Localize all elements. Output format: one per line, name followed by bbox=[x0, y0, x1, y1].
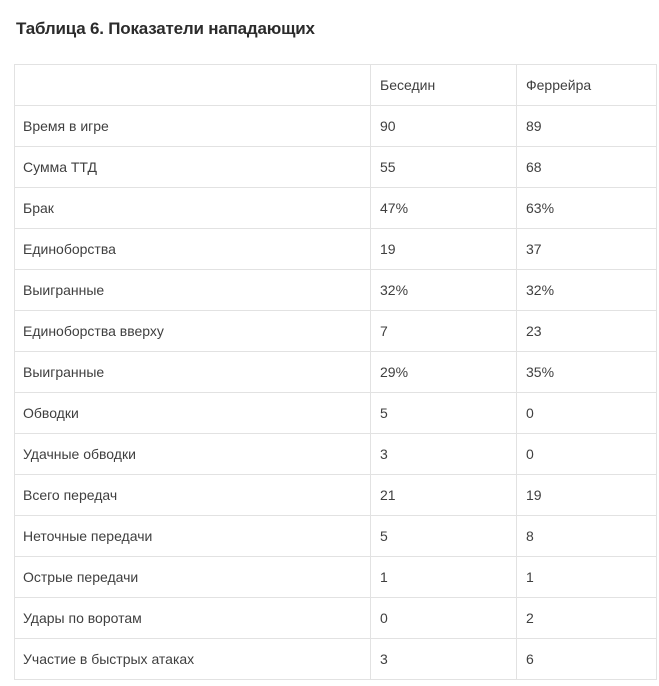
metric-label-cell: Выигранные bbox=[14, 269, 371, 311]
metric-label-cell: Острые передачи bbox=[14, 556, 371, 598]
besedin-value-cell: 3 bbox=[370, 638, 517, 680]
ferreira-value-cell: 63% bbox=[516, 187, 657, 229]
ferreira-value-cell: 23 bbox=[516, 310, 657, 352]
table-row: Выигранные 32% 32% bbox=[14, 269, 657, 311]
besedin-value-cell: 5 bbox=[370, 515, 517, 557]
table-row: Удары по воротам 0 2 bbox=[14, 597, 657, 639]
table-row: Всего передач 21 19 bbox=[14, 474, 657, 516]
ferreira-value-cell: 0 bbox=[516, 392, 657, 434]
metric-label-cell: Единоборства вверху bbox=[14, 310, 371, 352]
table-row: Участие в быстрых атаках 3 6 bbox=[14, 638, 657, 680]
table-row: Выигранные 29% 35% bbox=[14, 351, 657, 393]
metric-label-cell: Единоборства bbox=[14, 228, 371, 270]
metric-label-cell: Обводки bbox=[14, 392, 371, 434]
besedin-value-cell: 32% bbox=[370, 269, 517, 311]
besedin-value-cell: 3 bbox=[370, 433, 517, 475]
metric-label-cell: Выигранные bbox=[14, 351, 371, 393]
besedin-value-cell: 21 bbox=[370, 474, 517, 516]
table-row: Острые передачи 1 1 bbox=[14, 556, 657, 598]
metric-label-cell: Неточные передачи bbox=[14, 515, 371, 557]
metric-label-cell: Брак bbox=[14, 187, 371, 229]
ferreira-value-cell: 68 bbox=[516, 146, 657, 188]
besedin-value-cell: 1 bbox=[370, 556, 517, 598]
ferreira-value-cell: 8 bbox=[516, 515, 657, 557]
table-row: Удачные обводки 3 0 bbox=[14, 433, 657, 475]
ferreira-value-cell: 35% bbox=[516, 351, 657, 393]
besedin-value-cell: 90 bbox=[370, 105, 517, 147]
ferreira-value-cell: 6 bbox=[516, 638, 657, 680]
table-caption: Таблица 6. Показатели нападающих bbox=[16, 19, 315, 38]
metric-label-cell: Сумма ТТД bbox=[14, 146, 371, 188]
ferreira-value-cell: 0 bbox=[516, 433, 657, 475]
ferreira-value-cell: 37 bbox=[516, 228, 657, 270]
table-row: Время в игре 90 89 bbox=[14, 105, 657, 147]
forwards-stats-table: Беседин Феррейра Время в игре 90 89 Сумм… bbox=[14, 64, 657, 680]
metric-header-cell bbox=[14, 64, 371, 106]
table-row: Неточные передачи 5 8 bbox=[14, 515, 657, 557]
metric-label-cell: Участие в быстрых атаках bbox=[14, 638, 371, 680]
besedin-value-cell: 0 bbox=[370, 597, 517, 639]
ferreira-value-cell: 2 bbox=[516, 597, 657, 639]
ferreira-value-cell: 19 bbox=[516, 474, 657, 516]
table-row: Единоборства вверху 7 23 bbox=[14, 310, 657, 352]
besedin-value-cell: 55 bbox=[370, 146, 517, 188]
besedin-value-cell: 5 bbox=[370, 392, 517, 434]
besedin-value-cell: 29% bbox=[370, 351, 517, 393]
table-row: Обводки 5 0 bbox=[14, 392, 657, 434]
metric-label-cell: Всего передач bbox=[14, 474, 371, 516]
metric-label-cell: Удары по воротам bbox=[14, 597, 371, 639]
besedin-value-cell: 7 bbox=[370, 310, 517, 352]
ferreira-value-cell: 32% bbox=[516, 269, 657, 311]
metric-label-cell: Время в игре bbox=[14, 105, 371, 147]
table-row: Сумма ТТД 55 68 bbox=[14, 146, 657, 188]
ferreira-value-cell: 1 bbox=[516, 556, 657, 598]
besedin-value-cell: 19 bbox=[370, 228, 517, 270]
besedin-value-cell: 47% bbox=[370, 187, 517, 229]
metric-label-cell: Удачные обводки bbox=[14, 433, 371, 475]
ferreira-value-cell: 89 bbox=[516, 105, 657, 147]
player-header-besedin: Беседин bbox=[370, 64, 517, 106]
table-header-row: Беседин Феррейра bbox=[14, 64, 657, 106]
table-row: Брак 47% 63% bbox=[14, 187, 657, 229]
table-row: Единоборства 19 37 bbox=[14, 228, 657, 270]
player-header-ferreira: Феррейра bbox=[516, 64, 657, 106]
